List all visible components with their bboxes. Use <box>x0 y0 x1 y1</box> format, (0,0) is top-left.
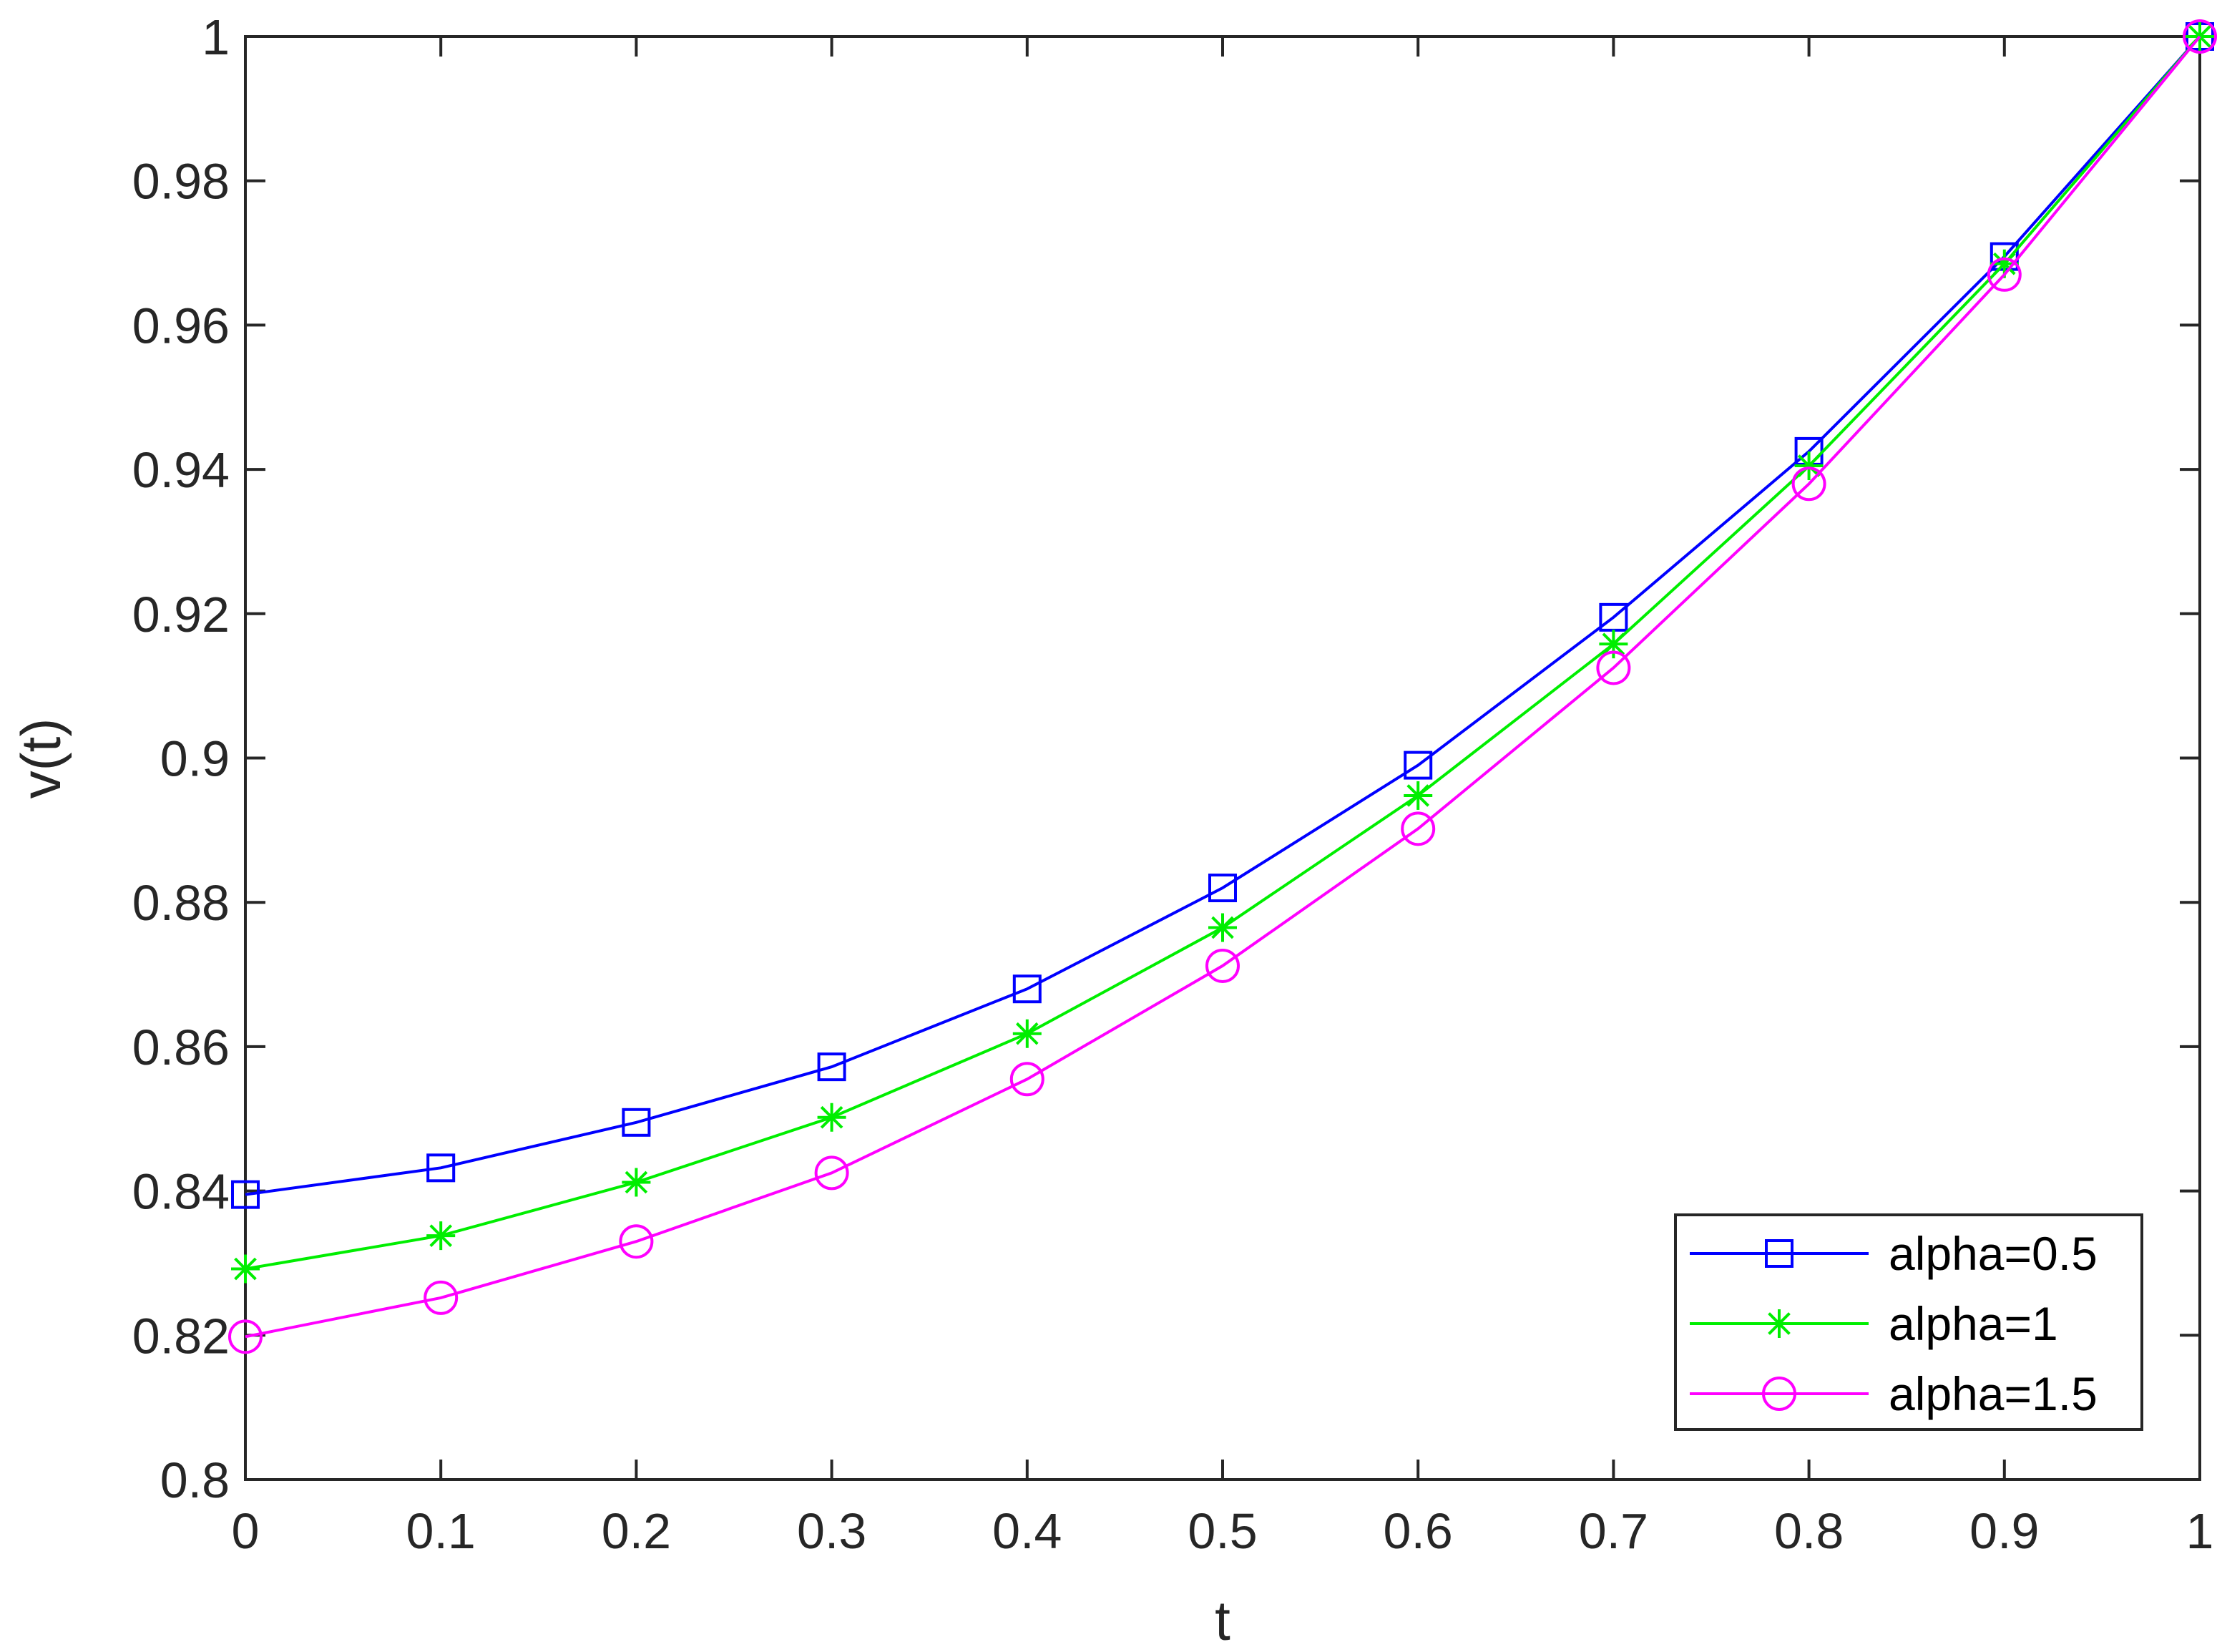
y-tick-label: 0.98 <box>132 154 230 210</box>
series-group <box>228 19 2217 1354</box>
asterisk-stroke <box>1015 1022 1039 1045</box>
data-point <box>1208 913 1237 942</box>
x-tick-label: 0.4 <box>992 1503 1062 1559</box>
data-point <box>1009 1062 1044 1097</box>
data-point <box>619 1224 654 1259</box>
asterisk-stroke <box>1602 632 1625 655</box>
legend-marker <box>1762 1377 1796 1411</box>
y-tick-label: 1 <box>202 9 230 65</box>
y-tick-label: 0.9 <box>160 731 230 787</box>
y-axis-label: v(t) <box>9 718 72 799</box>
data-point <box>231 1254 260 1284</box>
series-2 <box>228 19 2217 1354</box>
x-tick-label: 0.7 <box>1579 1503 1648 1559</box>
legend-label: alpha=0.5 <box>1889 1227 2098 1280</box>
asterisk-stroke <box>1211 916 1234 939</box>
data-point <box>1596 650 1631 685</box>
y-tick-label: 0.82 <box>132 1308 230 1364</box>
legend-item: alpha=0.5 <box>1690 1227 2098 1280</box>
series-line <box>245 35 2201 1196</box>
data-point <box>2183 19 2217 54</box>
data-point <box>1012 1019 1042 1048</box>
data-point <box>1987 257 2022 292</box>
legend: alpha=0.5 alpha=1 alpha=1.5 <box>1674 1213 2143 1431</box>
x-tick-label: 0.9 <box>1969 1503 2039 1559</box>
legend-label: alpha=1 <box>1889 1297 2058 1350</box>
data-point <box>426 1221 456 1251</box>
x-tick-label: 0.1 <box>406 1503 476 1559</box>
data-point <box>817 1103 846 1132</box>
x-tick-label: 0.3 <box>797 1503 866 1559</box>
data-point <box>1599 630 1628 659</box>
x-tick-label: 1 <box>2186 1503 2214 1559</box>
legend-marker <box>1765 1239 1793 1268</box>
y-tick-label: 0.84 <box>132 1164 230 1220</box>
data-point <box>1404 751 1433 780</box>
y-tick-label: 0.94 <box>132 442 230 498</box>
data-point <box>814 1155 849 1191</box>
y-tick-label: 0.86 <box>132 1020 230 1075</box>
legend-item: alpha=1 <box>1690 1297 2058 1350</box>
series-line <box>245 35 2201 1339</box>
data-point <box>1012 974 1042 1004</box>
data-point <box>1791 466 1826 502</box>
y-tick-label: 0.88 <box>132 875 230 931</box>
y-tick-label: 0.92 <box>132 587 230 642</box>
data-point <box>1404 781 1433 810</box>
asterisk-stroke <box>1992 252 2016 275</box>
x-tick-label: 0.6 <box>1384 1503 1453 1559</box>
data-point <box>426 1153 456 1183</box>
legend-item: alpha=1.5 <box>1690 1367 2098 1420</box>
data-point <box>622 1168 651 1197</box>
asterisk-stroke <box>625 1170 648 1194</box>
data-point <box>1205 948 1240 983</box>
x-tick-label: 0 <box>232 1503 260 1559</box>
data-point <box>1208 874 1237 903</box>
asterisk-stroke <box>820 1105 843 1129</box>
data-point <box>1401 811 1436 846</box>
x-tick-label: 0.5 <box>1188 1503 1257 1559</box>
data-point <box>622 1108 651 1137</box>
asterisk-stroke <box>1797 454 1821 477</box>
y-tick-label: 0.8 <box>160 1452 230 1508</box>
y-tick-label: 0.96 <box>132 298 230 353</box>
x-tick-label: 0.2 <box>602 1503 671 1559</box>
legend-label: alpha=1.5 <box>1889 1367 2098 1420</box>
data-point <box>817 1052 846 1082</box>
x-axis-label: t <box>1215 1589 1230 1652</box>
asterisk-stroke <box>1768 1312 1791 1335</box>
asterisk-stroke <box>429 1224 453 1247</box>
asterisk-stroke <box>1406 784 1430 807</box>
data-point <box>231 1180 260 1209</box>
data-point <box>424 1280 459 1315</box>
legend-marker <box>1765 1309 1793 1338</box>
tick-labels: 0 0.1 0.2 0.3 0.4 0.5 0.6 0.7 0.8 0.9 1 0.8 0.82 0.84… <box>132 9 2214 1559</box>
x-tick-label: 0.8 <box>1774 1503 1844 1559</box>
data-point <box>228 1319 263 1354</box>
asterisk-stroke <box>234 1257 257 1281</box>
data-point <box>1794 451 1824 481</box>
